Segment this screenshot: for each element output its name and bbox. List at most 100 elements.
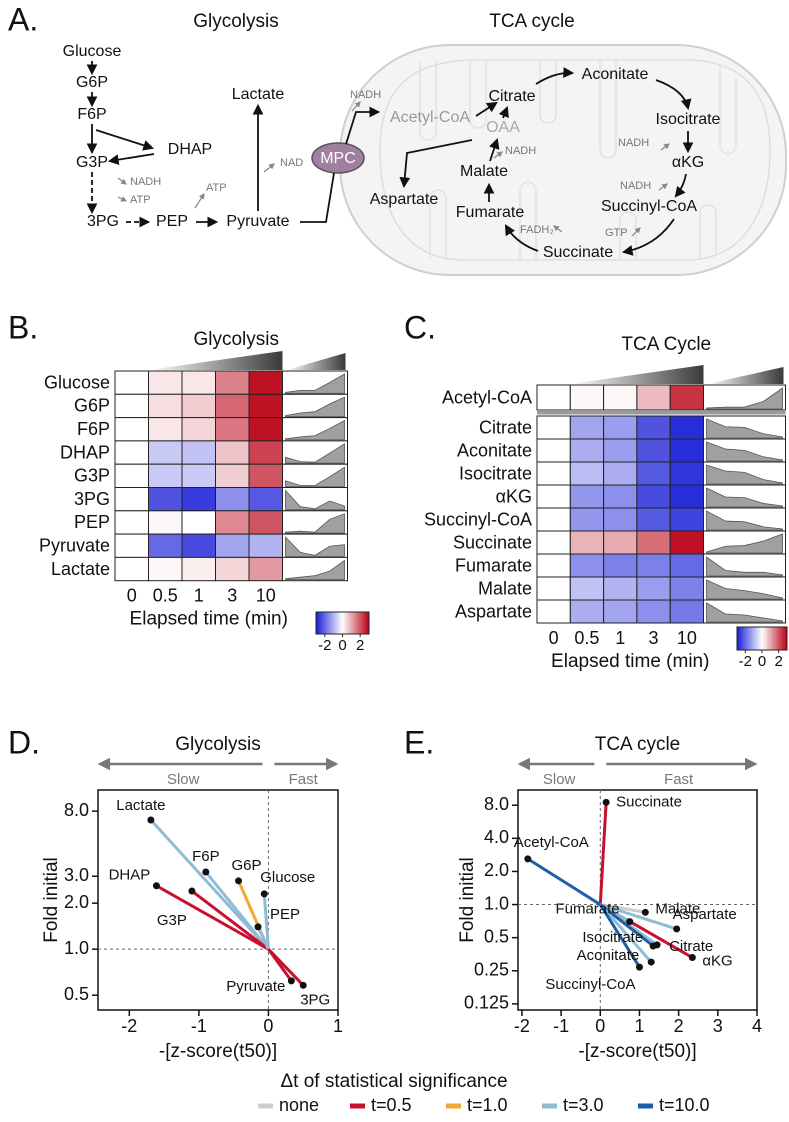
colorbar-segment [322,612,325,634]
colorbar-segment [757,627,759,650]
point-label: Citrate [669,938,713,955]
node: Succinyl-CoA [601,198,697,215]
row-label: Fumarate [455,555,532,575]
x-tick-label: 0 [263,1016,273,1036]
heatmap-cell [636,461,671,486]
point [641,908,649,916]
row-label: Acetyl-CoA [442,387,532,407]
trajectory [262,893,270,950]
point [626,918,634,926]
node: Lactate [232,86,285,103]
colorbar-segment [321,612,324,634]
colorbar-segment [327,612,330,634]
time-profile [706,579,783,600]
time-profile [706,510,783,531]
colorbar-segment [346,612,349,634]
row-label: Aspartate [455,601,532,621]
node: Aconitate [582,66,649,83]
node: DHAP [168,141,212,158]
heatmap-cell [181,417,216,442]
row-label: PEP [74,512,110,532]
colorbar-segment [750,627,753,650]
row-label: Aconitate [457,440,532,460]
heatmap-cell [114,463,149,489]
heatmap-cell [215,533,250,558]
heatmap-cell [215,510,250,535]
colorbar-segment [337,612,339,634]
colorbar-segment [323,612,326,634]
y-tick-label: 8.0 [64,800,89,820]
cofactor: NADH [130,176,161,188]
heatmap-cell [181,533,216,558]
trajectory [599,903,678,931]
heatmap-cell [148,510,183,535]
chart-title: TCA Cycle [621,334,711,355]
row-label: Glucose [44,372,110,392]
heatmap-cell [569,507,605,532]
colorbar-segment [349,612,351,634]
colorbar-segment [365,612,367,634]
row-label: DHAP [60,442,110,462]
x-tick-label: 2 [674,1016,684,1036]
colorbar-segment [754,627,757,650]
heatmap-cell [148,463,183,489]
heatmap-cell [669,599,705,624]
x-tick-label: -1 [553,1016,569,1036]
time-gradient [570,365,704,384]
trajectory [599,903,653,964]
heatmap-cell [148,487,183,512]
colorbar-segment [780,627,783,650]
panel-label: A. [8,1,38,37]
trajectory [149,818,270,951]
heatmap-cell [114,510,149,535]
heatmap-cell [603,507,638,532]
node: F6P [77,106,106,123]
y-tick-label: 2.0 [64,892,89,912]
colorbar-segment [333,612,335,634]
y-tick-label: 3.0 [64,865,89,885]
point [635,963,643,971]
heatmap-cell [669,484,705,509]
node: MPC [320,150,356,167]
x-tick-label: 10 [256,585,276,605]
colorbar-segment [769,627,772,650]
heatmap-cell [248,463,283,489]
x-tick-label: -2 [121,1016,137,1036]
x-tick-label: -1 [191,1016,207,1036]
panel-label: E. [404,724,434,760]
point-label: Malate [655,900,700,917]
point-label: Isocitrate [582,929,643,946]
row-label: F6P [77,419,110,439]
colorbar-segment [778,627,780,650]
chart-title: TCA cycle [595,734,681,755]
y-tick-label: 1.0 [484,893,509,913]
x-tick-label: 3 [649,628,659,648]
point-label: DHAP [109,867,151,884]
colorbar-segment [354,612,357,634]
heatmap-cell [536,384,571,411]
colorbar-segment [341,612,343,634]
colorbar-segment [762,627,764,650]
colorbar-segment [342,612,345,634]
node: PEP [156,213,188,230]
colorbar-tick-label: 2 [774,653,782,670]
colorbar-segment [775,627,778,650]
arrow-label: Slow [543,771,576,788]
colorbar-segment [329,612,331,634]
node: Isocitrate [656,111,721,128]
pathway-diagram: A. Glycolysis TCA cycle Glucose G6P F6P … [8,1,787,276]
x-tick-label: 10 [677,628,697,648]
point [688,954,696,962]
node: Citrate [488,88,535,105]
colorbar-segment [784,627,787,650]
colorbar-segment [353,612,355,634]
node: OAA [486,119,520,136]
heatmap-cell [148,556,183,582]
inner-membrane [379,59,771,261]
trajectory [598,802,608,905]
point-label: Aconitate [577,947,640,964]
node: Fumarate [456,204,525,221]
heatmap-cell [114,370,149,395]
cofactor: NADH [618,137,649,149]
point [602,798,610,806]
